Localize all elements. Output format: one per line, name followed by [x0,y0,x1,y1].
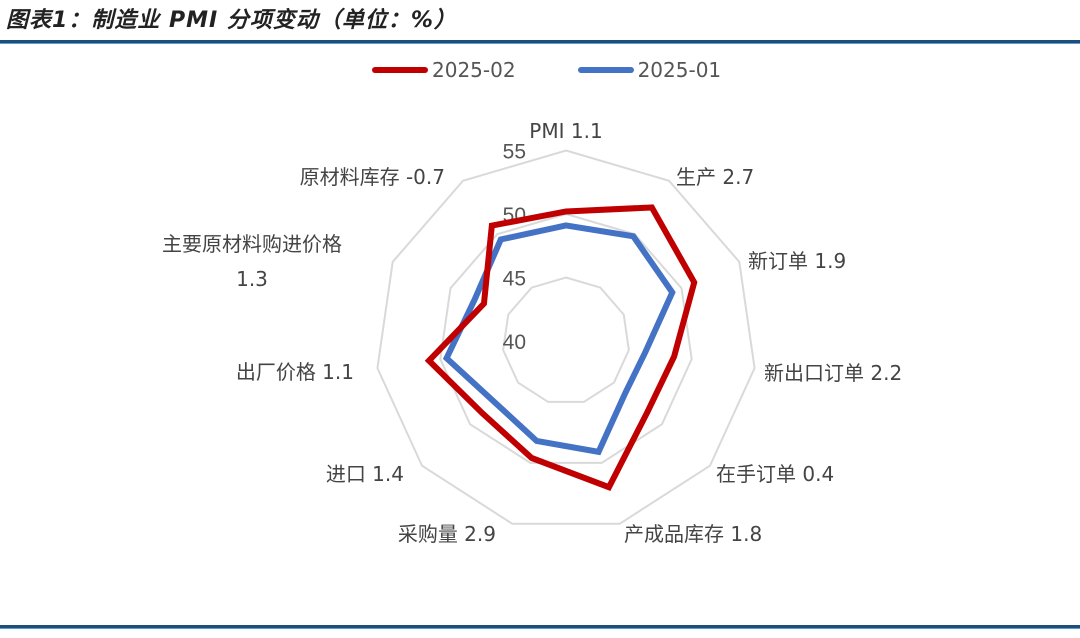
axis-label: 原材料库存 -0.7 [300,165,445,189]
legend-item-2025-01: 2025-01 [577,58,722,82]
legend-label: 2025-01 [637,58,722,82]
legend-label: 2025-02 [432,58,516,82]
axis-label: 进口 1.4 [326,462,404,486]
radial-tick-label: 45 [503,268,526,291]
axis-labels: PMI 1.1 生产 2.7 新订单 1.9 新出口订单 2.2 在手订单 0.4 产成品… [162,119,902,546]
axis-label-raw-material-price: 1.3 [236,267,268,291]
radial-tick-label: 40 [503,331,526,354]
legend-item-2025-02: 2025-02 [372,58,516,82]
axis-label: 新订单 1.9 [748,249,846,273]
legend-swatch-red [372,67,428,73]
series-line-2025-01 [442,222,676,456]
axis-label: 产成品库存 1.8 [624,522,762,546]
grid-ring-55 [376,149,756,525]
axis-label: 新出口订单 2.2 [764,361,902,385]
chart-legend: 2025-02 2025-01 [372,58,783,82]
grid-ring-45 [502,276,630,403]
legend-swatch-blue [577,67,634,73]
axis-label: 生产 2.7 [676,165,754,189]
bottom-divider [0,625,1080,629]
axis-label: PMI 1.1 [529,119,602,143]
radial-tick-label: 55 [503,141,526,164]
series-line-2025-02 [424,204,698,491]
radar-grid [376,149,756,525]
figure-title: 图表1：制造业 PMI 分项变动（单位：%） [6,8,457,33]
grid-ring-50 [439,212,693,464]
axis-label: 在手订单 0.4 [716,462,834,486]
top-divider [0,40,1080,44]
radar-series [424,204,698,491]
axis-label-raw-material-price: 主要原材料购进价格 [162,232,342,256]
axis-label: 采购量 2.9 [398,522,496,546]
axis-label: 出厂价格 1.1 [236,360,354,384]
